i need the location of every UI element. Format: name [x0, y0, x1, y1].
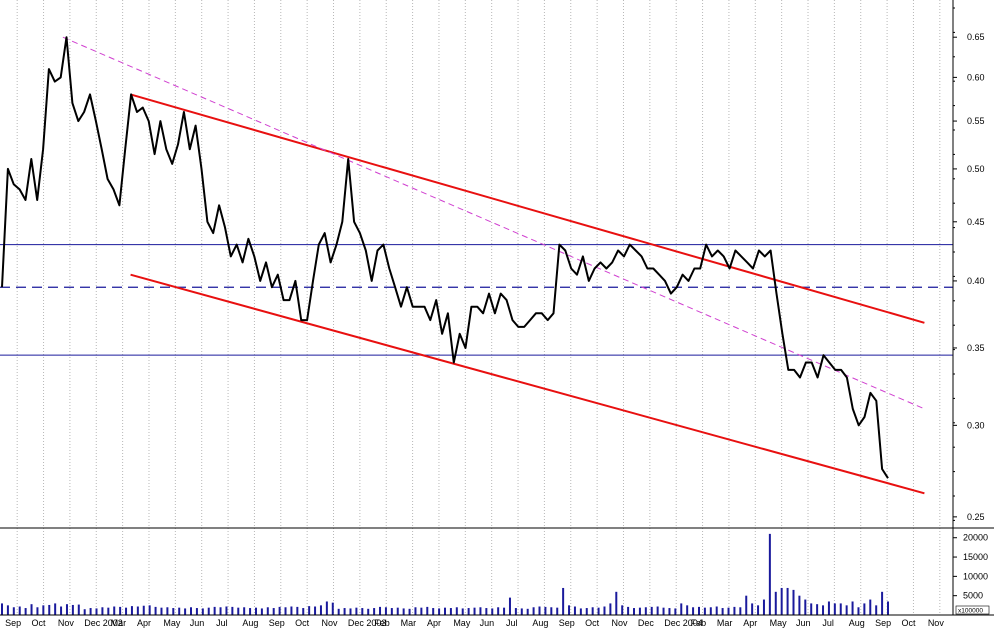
y-tick-label: 0.40	[967, 276, 985, 286]
x-tick-label: Dec	[638, 618, 655, 628]
x-tick-label: Feb	[691, 618, 707, 628]
price-line	[1, 36, 889, 479]
x-tick-label: Jun	[190, 618, 205, 628]
chart-axes	[0, 0, 994, 616]
x-tick-label: Nov	[58, 618, 75, 628]
x-tick-label: Oct	[585, 618, 600, 628]
y-tick-label: 0.35	[967, 343, 985, 353]
trend-lines	[62, 36, 925, 495]
x-tick-label: Jul	[822, 618, 834, 628]
x-tick-label: Jun	[796, 618, 811, 628]
x-tick-label: Aug	[532, 618, 548, 628]
x-tick-label: May	[163, 618, 181, 628]
volume-tick-label: 15000	[963, 552, 988, 562]
volume-y-ticks: 5000 10000 15000 20000 x100000	[953, 533, 990, 615]
x-tick-label: Nov	[322, 618, 339, 628]
y-tick-label: 0.25	[967, 512, 985, 522]
volume-tick-label: 20000	[963, 533, 988, 543]
x-tick-label: Mar	[717, 618, 733, 628]
y-tick-label: 0.60	[967, 72, 985, 82]
x-tick-label: Apr	[427, 618, 441, 628]
x-tick-label: Dec 2002	[84, 618, 123, 628]
x-tick-label: Oct	[295, 618, 310, 628]
volume-unit-label: x100000	[958, 608, 983, 615]
price-y-ticks: 0.25 0.30 0.35 0.40 0.45 0.50 0.55 0.60 0.65	[953, 7, 985, 522]
x-tick-label: Sep	[5, 618, 21, 628]
x-tick-label: Dec 2003	[348, 618, 387, 628]
trend-line	[130, 93, 925, 324]
y-tick-label: 0.30	[967, 420, 985, 430]
x-tick-label: Feb	[374, 618, 390, 628]
volume-unit-box	[955, 605, 990, 615]
x-tick-label: Mar	[111, 618, 127, 628]
volume-tick-label: 5000	[963, 591, 983, 601]
x-tick-label: Sep	[269, 618, 285, 628]
horizontal-levels	[0, 244, 953, 356]
x-tick-label: Jul	[506, 618, 518, 628]
x-tick-label: Nov	[928, 618, 945, 628]
x-tick-label: Apr	[743, 618, 757, 628]
volume-bars	[1, 533, 889, 615]
x-tick-label: Jun	[480, 618, 495, 628]
y-tick-label: 0.50	[967, 164, 985, 174]
x-tick-label: Mar	[401, 618, 417, 628]
trend-line	[62, 36, 925, 410]
x-tick-label: Apr	[137, 618, 151, 628]
trend-line	[130, 273, 925, 495]
x-tick-label: Sep	[559, 618, 575, 628]
vertical-grid	[16, 0, 941, 615]
x-tick-label: May	[770, 618, 788, 628]
x-tick-label: May	[453, 618, 471, 628]
y-tick-label: 0.65	[967, 32, 985, 42]
x-tick-label: Aug	[242, 618, 258, 628]
x-tick-label: Oct	[901, 618, 916, 628]
y-tick-label: 0.45	[967, 217, 985, 227]
volume-tick-label: 10000	[963, 571, 988, 581]
x-tick-label: Sep	[875, 618, 891, 628]
x-tick-label: Aug	[849, 618, 865, 628]
x-tick-label: Dec 2004	[664, 618, 703, 628]
x-tick-label: Nov	[611, 618, 628, 628]
price-series	[1, 36, 889, 479]
x-tick-label: Jul	[216, 618, 228, 628]
x-tick-label: Oct	[32, 618, 47, 628]
y-tick-label: 0.55	[967, 116, 985, 126]
